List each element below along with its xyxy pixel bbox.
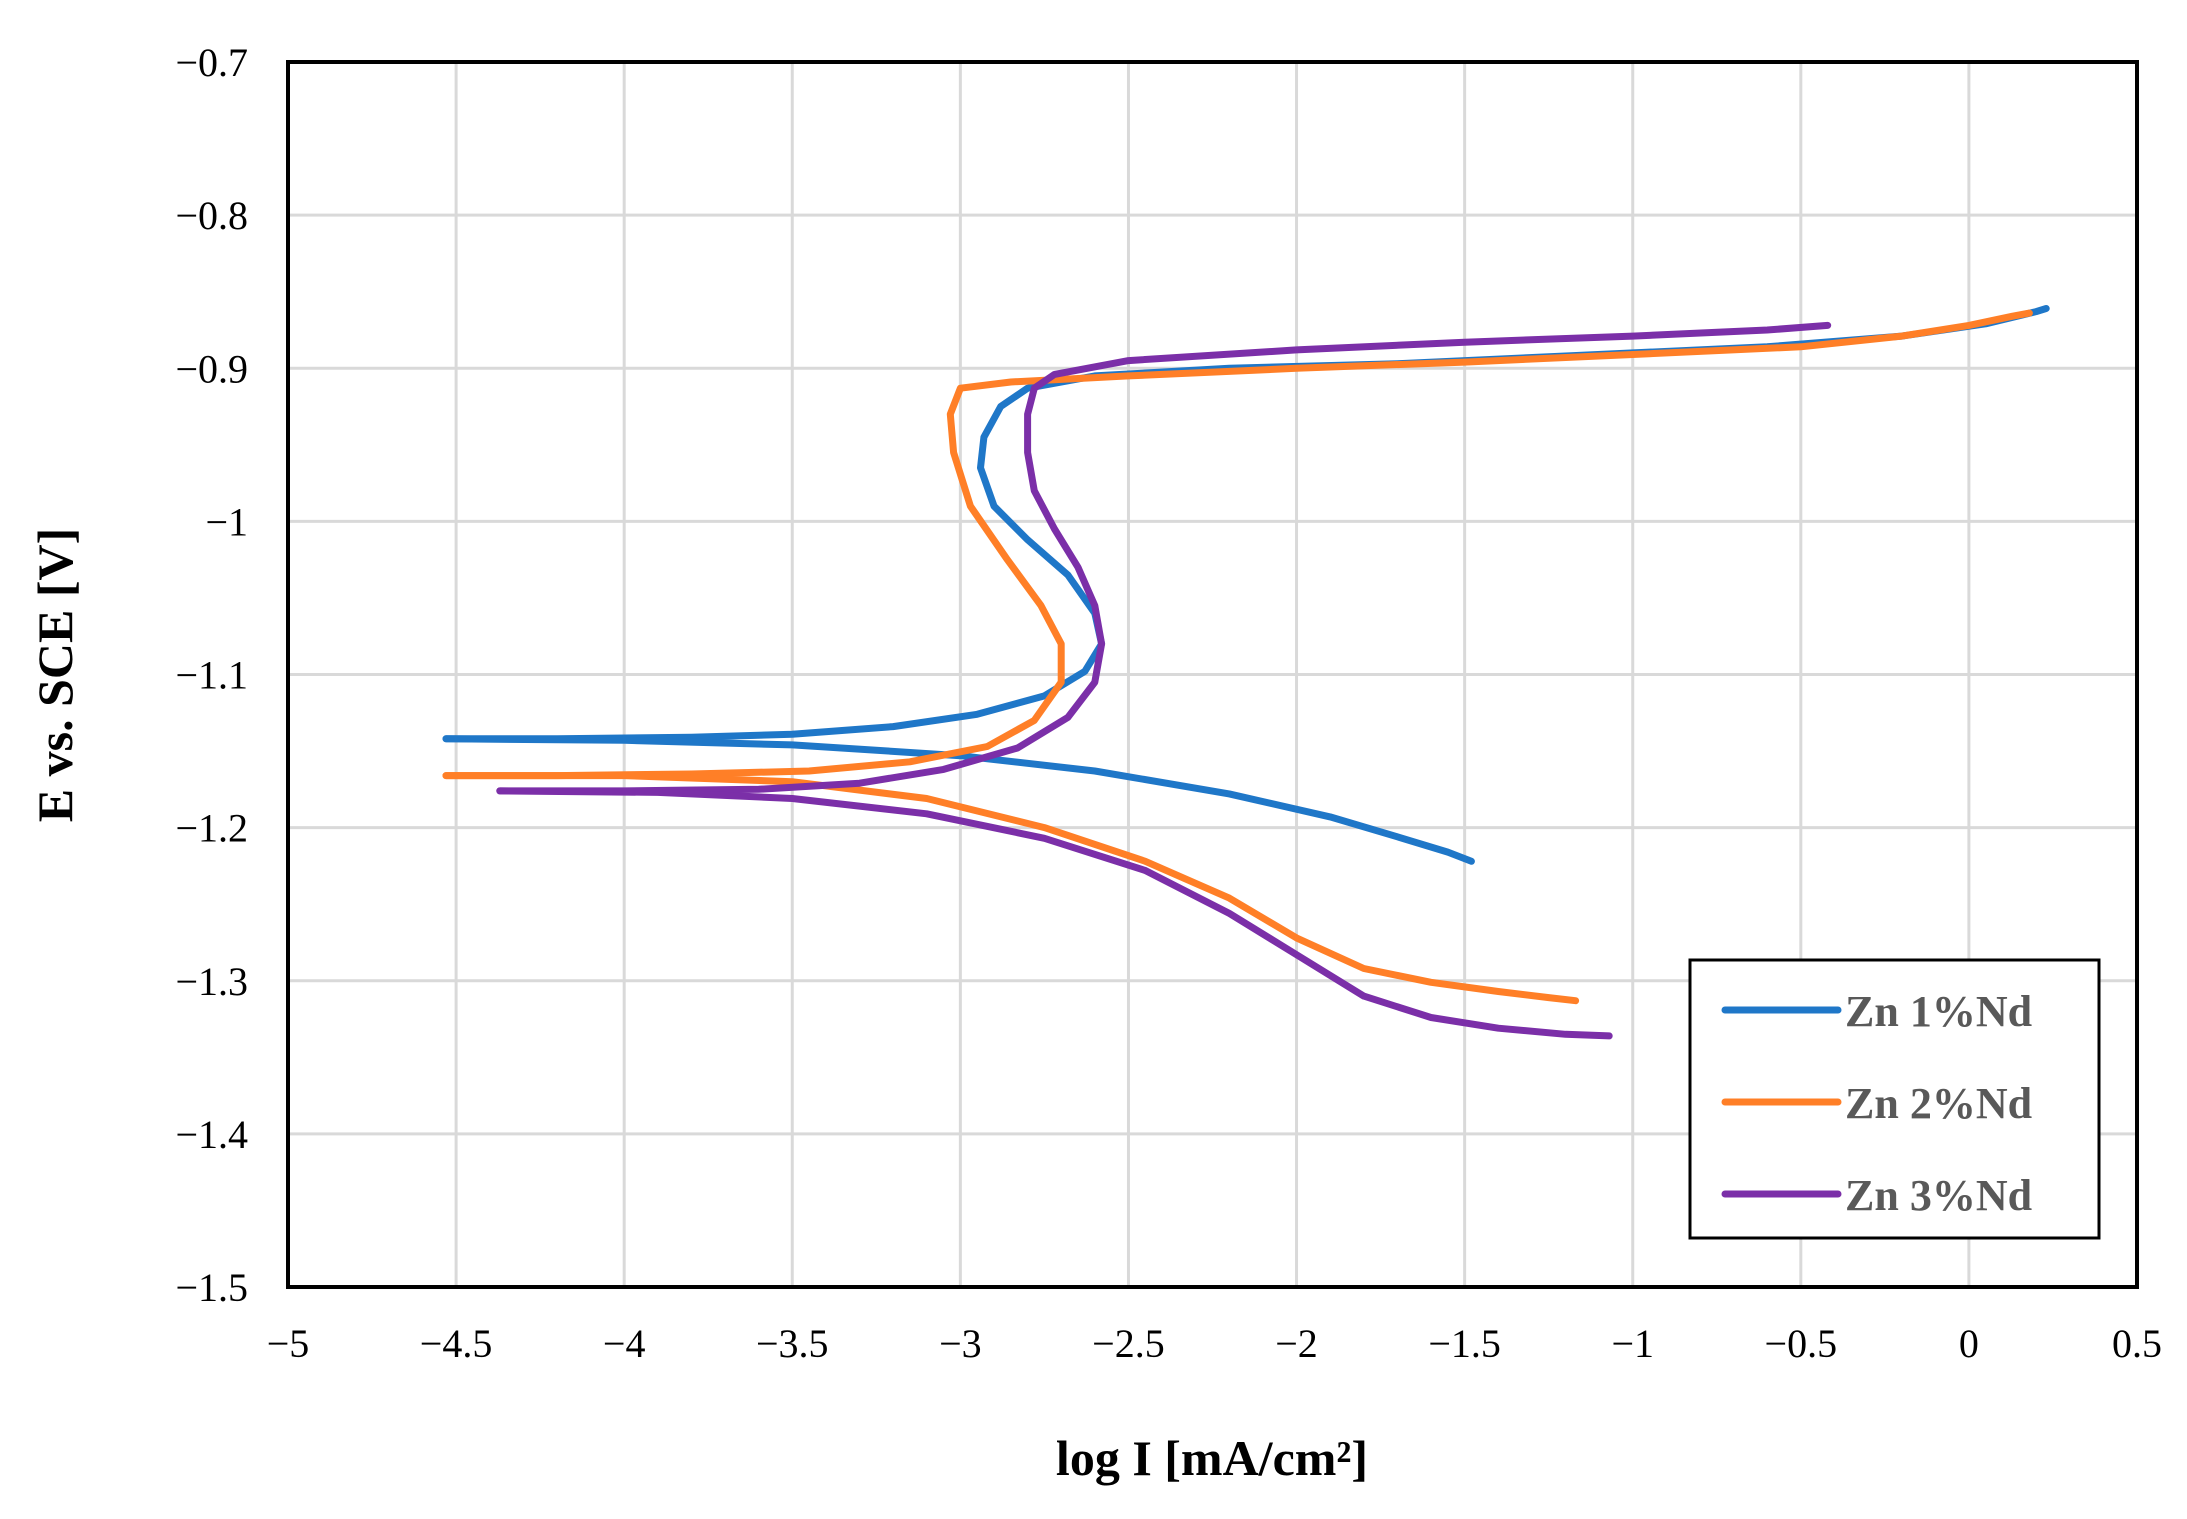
y-tick-label: −1.2 xyxy=(175,806,248,851)
series-line-zn-2-nd xyxy=(442,309,2033,780)
plot-area-frame xyxy=(286,60,2139,1289)
legend: Zn 1%Nd Zn 2%Nd Zn 3%Nd xyxy=(1688,958,2101,1240)
y-tick-label: −1 xyxy=(205,499,248,544)
y-tick-label: −1.4 xyxy=(175,1112,248,1157)
series-line-zn-3-nd xyxy=(496,321,1832,795)
x-tick-label: −3.5 xyxy=(756,1321,829,1366)
x-tick-label: 0.5 xyxy=(2112,1321,2162,1366)
y-tick-label: −0.8 xyxy=(175,193,248,238)
y-tick-labels: −0.7 −0.8 −0.9 −1 −1.1 −1.2 −1.3 −1.4 −1.5 xyxy=(175,40,248,1310)
x-axis-title: log I [mA/cm²] xyxy=(1056,1430,1368,1486)
legend-label: Zn 3%Nd xyxy=(1845,1171,2032,1220)
x-tick-label: −3 xyxy=(939,1321,982,1366)
y-tick-label: −1.1 xyxy=(175,653,248,698)
x-tick-label: −1 xyxy=(1611,1321,1654,1366)
y-tick-label: −0.7 xyxy=(175,40,248,85)
y-tick-label: −0.9 xyxy=(175,346,248,391)
y-tick-label: −1.3 xyxy=(175,959,248,1004)
y-tick-label: −1.5 xyxy=(175,1265,248,1310)
series-line-zn-1-nd-cathodic xyxy=(442,735,1475,865)
series-lines xyxy=(442,305,2050,1040)
x-tick-label: −1.5 xyxy=(1428,1321,1501,1366)
x-tick-labels: −5 −4.5 −4 −3.5 −3 −2.5 −2 −1.5 −1 −0.5 0 0.5 xyxy=(267,1321,2162,1366)
x-tick-label: −2 xyxy=(1275,1321,1318,1366)
y-axis-title: E vs. SCE [V] xyxy=(27,528,83,822)
legend-label: Zn 2%Nd xyxy=(1845,1079,2032,1128)
x-tick-label: −4 xyxy=(603,1321,646,1366)
legend-label: Zn 1%Nd xyxy=(1845,987,2032,1036)
series-line-zn-2-nd-cathodic xyxy=(442,772,1580,1005)
x-tick-label: −4.5 xyxy=(420,1321,493,1366)
x-tick-label: −2.5 xyxy=(1092,1321,1165,1366)
x-tick-label: −0.5 xyxy=(1765,1321,1838,1366)
x-tick-label: 0 xyxy=(1959,1321,1979,1366)
series-line-zn-3-nd-cathodic xyxy=(496,787,1613,1040)
x-tick-label: −5 xyxy=(267,1321,310,1366)
